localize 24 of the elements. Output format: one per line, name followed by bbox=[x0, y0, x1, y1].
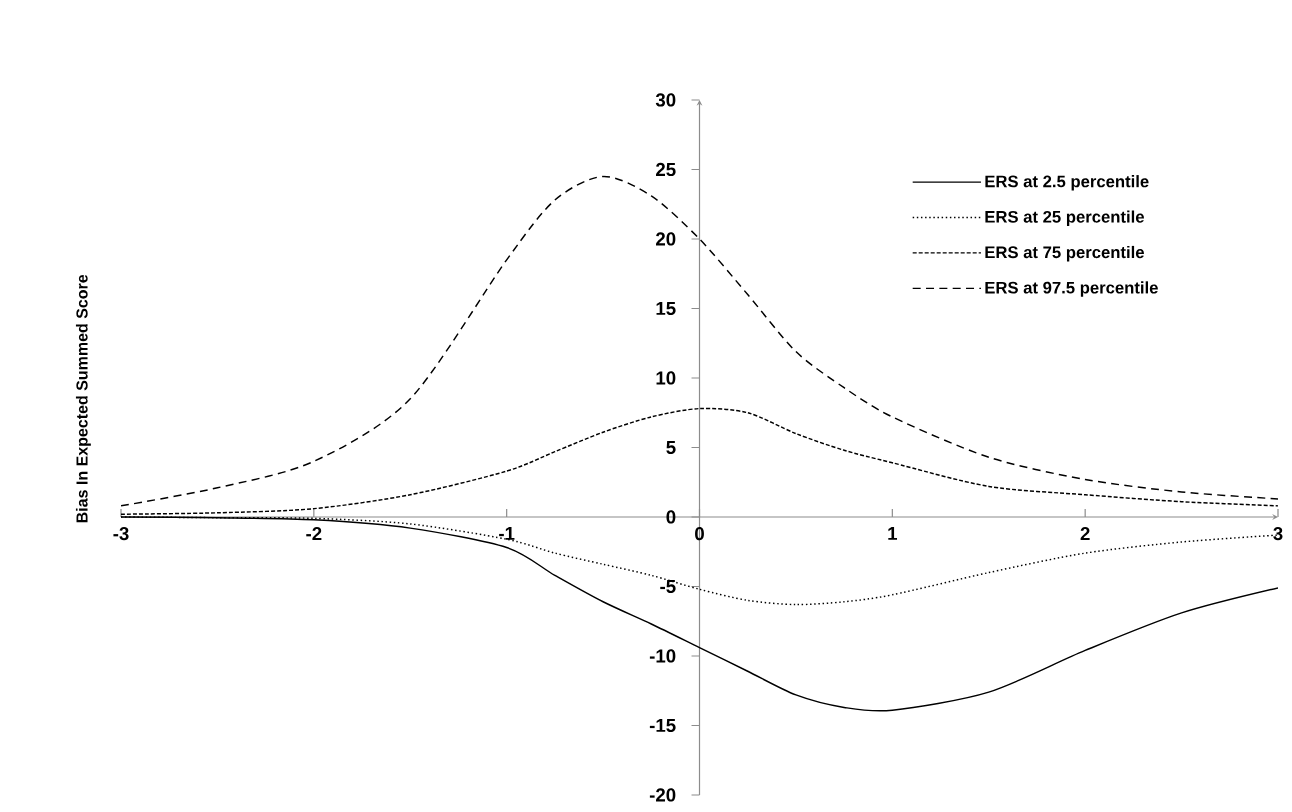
x-tick-label: -2 bbox=[306, 527, 322, 541]
y-tick-label: 10 bbox=[656, 371, 676, 385]
legend-label: ERS at 75 percentile bbox=[985, 245, 1144, 262]
y-tick-label: -15 bbox=[649, 718, 676, 732]
y-axis-title: Bias In Expected Summed Score bbox=[75, 274, 91, 523]
x-tick-label: -1 bbox=[499, 527, 515, 540]
legend-label: ERS at 97.5 percentile bbox=[985, 281, 1158, 297]
line-series bbox=[121, 175, 1278, 507]
y-tick-label: 30 bbox=[655, 93, 676, 107]
y-tick-label: 25 bbox=[656, 162, 676, 177]
y-tick-label: 15 bbox=[656, 301, 676, 315]
y-tick-label: 0 bbox=[666, 510, 676, 524]
x-tick-label: 0 bbox=[695, 527, 704, 541]
legend-label: ERS at 2.5 percentile bbox=[985, 175, 1149, 191]
x-tick-label: 1 bbox=[888, 527, 898, 540]
y-tick-label: -10 bbox=[649, 649, 676, 663]
y-tick-label: -5 bbox=[660, 579, 676, 593]
x-tick-label: -3 bbox=[113, 527, 129, 541]
x-tick-label: 2 bbox=[1080, 527, 1090, 541]
y-tick-label: -20 bbox=[649, 788, 676, 802]
y-tick-label: 5 bbox=[666, 440, 676, 454]
y-tick-label: 20 bbox=[656, 232, 676, 246]
legend-label: ERS at 25 percentile bbox=[985, 210, 1144, 227]
x-tick-label: 3 bbox=[1273, 527, 1283, 541]
